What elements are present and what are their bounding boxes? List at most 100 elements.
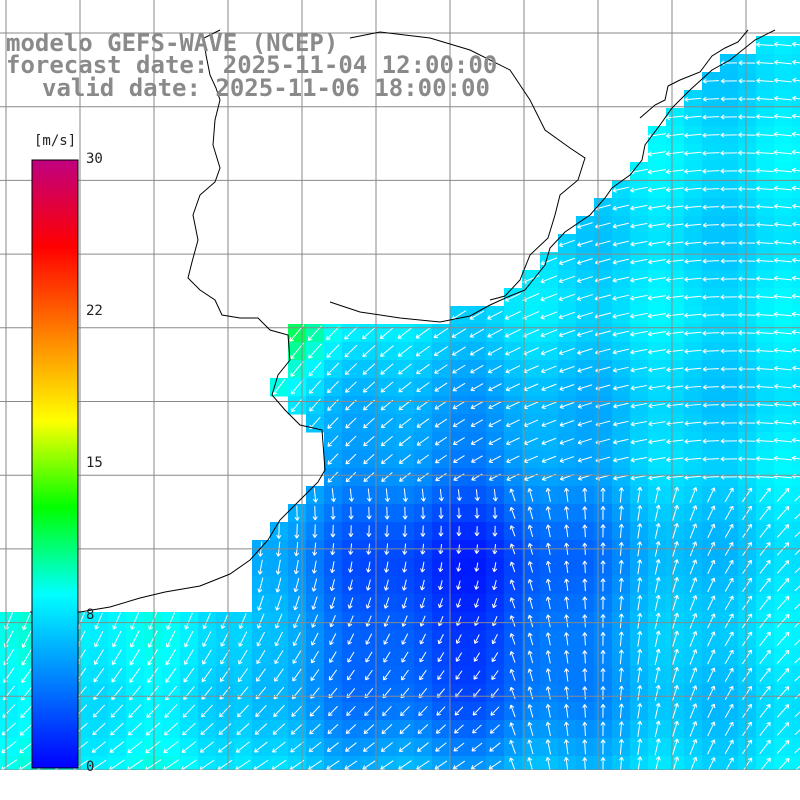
- wind-arrow: [487, 346, 503, 356]
- wind-arrow: [165, 648, 177, 666]
- wind-arrow: [527, 650, 534, 664]
- wind-arrow: [689, 577, 698, 593]
- wind-arrow: [684, 330, 702, 337]
- wind-arrow: [420, 488, 426, 502]
- wind-arrow: [454, 706, 464, 716]
- wind-arrow: [666, 367, 684, 373]
- wind-arrow: [738, 312, 756, 318]
- wind-arrow: [637, 703, 643, 719]
- wind-arrow: [612, 330, 630, 337]
- wind-arrow: [20, 704, 34, 719]
- wind-arrow: [756, 348, 774, 354]
- wind-arrow: [637, 667, 643, 683]
- wind-arrow: [582, 487, 588, 502]
- wind-arrow: [184, 630, 194, 648]
- wind-arrow: [362, 326, 376, 340]
- wind-arrow: [773, 329, 793, 335]
- wind-arrow: [776, 578, 790, 592]
- wind-arrow: [684, 114, 702, 121]
- wind-arrow: [741, 595, 753, 611]
- wind-arrow: [145, 740, 161, 754]
- bottom-margin: [0, 770, 800, 800]
- wind-arrow: [707, 577, 716, 593]
- wind-arrow: [759, 595, 771, 611]
- wind-arrow: [776, 595, 790, 610]
- wind-arrow: [381, 453, 393, 465]
- wind-arrow: [741, 487, 753, 503]
- wind-arrow: [738, 384, 756, 390]
- wind-arrow: [794, 693, 800, 700]
- wind-arrow: [702, 294, 720, 300]
- wind-arrow: [738, 420, 756, 426]
- wind-arrow: [794, 495, 800, 502]
- wind-arrow: [509, 525, 516, 537]
- wind-arrow: [366, 525, 372, 537]
- wind-arrow: [738, 168, 756, 174]
- wind-arrow: [308, 343, 322, 359]
- wind-arrow: [647, 313, 666, 319]
- wind-arrow: [91, 741, 107, 753]
- wind-arrow: [437, 670, 445, 680]
- wind-cell: [792, 108, 800, 127]
- wind-arrow: [738, 132, 756, 138]
- wind-arrow: [654, 523, 661, 539]
- wind-arrow: [541, 437, 557, 446]
- wind-arrow: [456, 526, 462, 537]
- wind-cell: [792, 576, 800, 595]
- wind-arrow: [257, 595, 264, 611]
- wind-arrow: [773, 275, 792, 282]
- wind-arrow: [558, 293, 576, 302]
- wind-arrow: [384, 506, 390, 520]
- wind-arrow: [92, 722, 106, 736]
- wind-arrow: [612, 276, 630, 283]
- wind-arrow: [720, 402, 737, 408]
- wind-arrow: [755, 132, 774, 138]
- wind-arrow: [491, 652, 499, 663]
- wind-arrow: [647, 277, 666, 283]
- wind-arrow: [559, 365, 575, 373]
- wind-arrow: [109, 741, 125, 753]
- wind-arrow: [618, 595, 624, 611]
- wind-arrow: [755, 294, 774, 300]
- wind-arrow: [348, 525, 354, 538]
- wind-arrow: [238, 631, 248, 647]
- wind-arrow: [792, 95, 800, 101]
- coastline: [30, 29, 776, 613]
- wind-arrow: [720, 312, 738, 318]
- wind-arrow: [738, 438, 756, 444]
- wind-arrow: [129, 630, 140, 648]
- wind-arrow: [564, 578, 570, 592]
- wind-arrow: [21, 667, 33, 684]
- wind-arrow: [654, 630, 661, 648]
- wind-arrow: [309, 723, 321, 735]
- wind-arrow: [540, 257, 558, 266]
- wind-arrow: [755, 168, 774, 174]
- wind-arrow: [702, 240, 719, 246]
- wind-arrow: [773, 131, 793, 137]
- wind-arrow: [773, 185, 792, 192]
- wind-arrow: [577, 366, 593, 373]
- wind-arrow: [577, 456, 593, 463]
- wind-arrow: [630, 456, 648, 463]
- wind-arrow: [738, 114, 756, 120]
- wind-arrow: [201, 667, 213, 683]
- wind-arrow: [94, 630, 104, 648]
- wind-arrow: [577, 438, 593, 445]
- wind-arrow: [600, 487, 606, 503]
- wind-arrow: [582, 506, 588, 520]
- wind-arrow: [237, 668, 249, 683]
- wind-arrow: [527, 561, 534, 573]
- wind-arrow: [684, 186, 702, 193]
- wind-arrow: [738, 402, 756, 408]
- wind-arrow: [272, 723, 286, 735]
- wind-arrow: [613, 456, 629, 463]
- wind-arrow: [724, 577, 734, 593]
- wind-arrow: [756, 96, 774, 102]
- wind-arrow: [129, 667, 141, 683]
- wind-arrow: [794, 549, 800, 556]
- wind-arrow: [329, 615, 336, 628]
- wind-arrow: [326, 760, 340, 770]
- wind-arrow: [492, 488, 498, 502]
- wind-arrow: [672, 559, 679, 575]
- wind-arrow: [436, 706, 446, 716]
